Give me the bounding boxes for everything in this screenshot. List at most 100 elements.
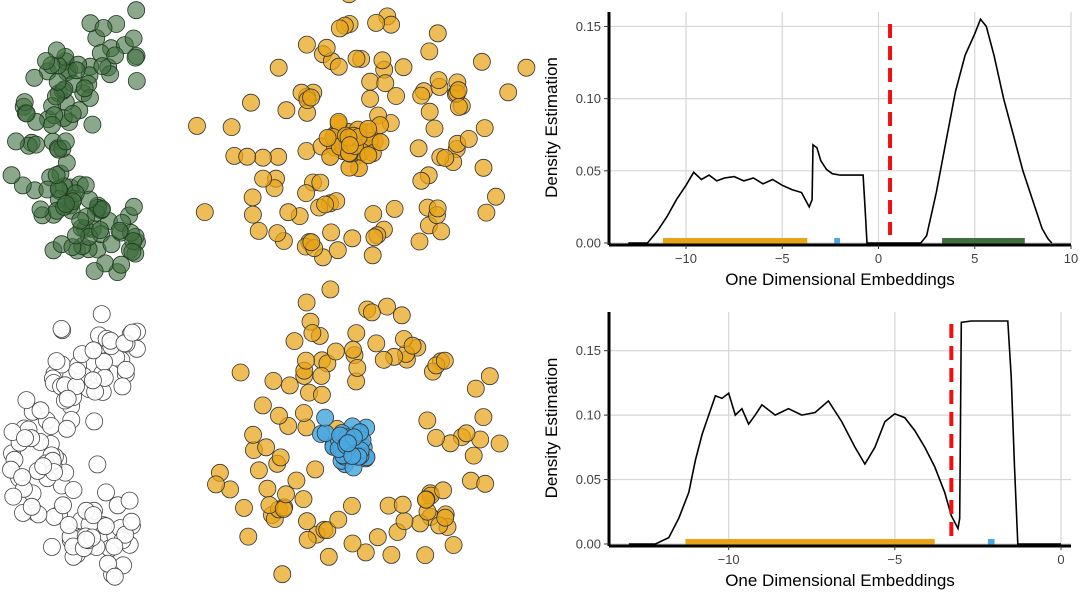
scatter-point	[395, 512, 414, 530]
scatter-point	[322, 223, 341, 242]
density-chart-bottom: −10 −5 0 0.00 0.05 0.10 0.15 One Dimensional Em…	[542, 312, 1071, 590]
scatter-point	[368, 528, 387, 547]
scatter-point	[207, 475, 225, 494]
x-tick-label: −10	[675, 251, 697, 266]
scatter-point	[52, 319, 71, 338]
y-tick-label: 0.05	[576, 472, 601, 487]
scatter-point	[91, 221, 109, 240]
scatter-point	[436, 508, 455, 527]
scatter-point	[474, 158, 493, 177]
scatter-point	[285, 332, 304, 351]
scatter-point	[371, 133, 390, 152]
scatter-point	[75, 79, 94, 98]
scatter-point	[195, 203, 214, 222]
scatter-point	[58, 419, 76, 438]
scatter-point	[17, 104, 36, 123]
scatter-point	[318, 521, 337, 539]
scatter-point	[297, 184, 316, 203]
scatter-point	[466, 379, 485, 398]
scatter-point	[477, 203, 496, 222]
scatter-point	[347, 49, 366, 68]
y-tick-label: 0.15	[576, 19, 601, 34]
scatter-point	[258, 479, 277, 498]
scatter-point	[434, 481, 453, 500]
x-axis-label: One Dimensional Embeddings	[725, 571, 955, 590]
scatter-point	[347, 324, 366, 343]
scatter-point	[287, 471, 306, 490]
y-tick-label: 0.00	[576, 236, 601, 251]
scatter-point	[84, 341, 103, 360]
scatter-point	[343, 534, 362, 553]
rug-segment	[662, 238, 808, 245]
scatter-point	[231, 363, 250, 382]
scatter-point	[326, 342, 345, 361]
scatter-point	[253, 148, 272, 167]
scatter-point	[269, 147, 288, 166]
density-curve	[628, 320, 1061, 545]
scatter-point	[244, 425, 263, 444]
scatter-point	[319, 547, 338, 566]
scatter-point	[457, 424, 476, 443]
x-tick-label: 0	[875, 251, 882, 266]
scatter-point	[302, 88, 321, 107]
scatter-point	[294, 404, 313, 422]
scatter-point	[464, 446, 483, 465]
scatter-point	[124, 29, 143, 48]
scatter-point	[297, 35, 316, 54]
scatter-point	[429, 71, 448, 89]
scatter-point	[297, 293, 316, 312]
scatter-point	[364, 205, 383, 223]
scatter-point	[56, 132, 75, 151]
scatter-point	[43, 538, 61, 556]
scatter-point	[472, 52, 491, 71]
scatter-point	[416, 490, 435, 509]
scatter-point	[356, 543, 375, 562]
scatter-point	[367, 13, 386, 32]
scatter-point	[124, 197, 143, 216]
scatter-point	[435, 351, 454, 370]
scatter-point	[92, 305, 111, 324]
y-tick-label: 0.10	[576, 91, 601, 106]
rug-segment	[685, 539, 935, 546]
scatter-point	[302, 233, 321, 252]
scatter-point	[316, 424, 335, 443]
scatter-point	[338, 434, 357, 453]
scatter-point	[59, 516, 78, 534]
scatter-point	[249, 461, 268, 480]
scatter-point	[84, 371, 102, 390]
scatter-point	[268, 224, 287, 243]
scatter-point	[238, 147, 257, 166]
scatter-point	[13, 176, 32, 195]
y-tick-label: 0.05	[576, 163, 601, 178]
scatter-point	[329, 57, 348, 76]
scatter-point	[122, 512, 141, 531]
scatter-point	[254, 169, 273, 188]
scatter-point	[363, 246, 382, 265]
scatter-point	[127, 1, 146, 20]
scatter-point	[270, 406, 288, 425]
scatter-point	[340, 136, 359, 155]
x-tick-label: −10	[718, 552, 740, 567]
scatter-point	[385, 199, 404, 218]
scatter-point	[27, 135, 45, 154]
scatter-point	[2, 166, 21, 185]
scatter-point	[480, 367, 499, 386]
scatter-point	[490, 434, 509, 453]
scatter-point	[382, 15, 401, 34]
scatter-point	[297, 142, 316, 160]
scatter-point	[330, 19, 349, 38]
scatter-point	[7, 132, 25, 151]
scatter-point	[16, 429, 34, 448]
scatter-point	[393, 495, 412, 514]
scatter-point	[127, 72, 146, 90]
scatter-point	[412, 86, 431, 105]
scatter-point	[365, 228, 384, 247]
scatter-point	[25, 68, 44, 87]
density-chart-top: −10 −5 0 5 10 0.00 0.05 0.10 0.15 One Dimensional…	[542, 12, 1078, 289]
scatter-point	[269, 58, 288, 77]
scatter-point	[277, 101, 296, 120]
rug-segment	[987, 539, 995, 546]
scatter-point	[106, 46, 124, 65]
scatter-point	[311, 173, 330, 192]
scatter-point	[67, 226, 85, 245]
